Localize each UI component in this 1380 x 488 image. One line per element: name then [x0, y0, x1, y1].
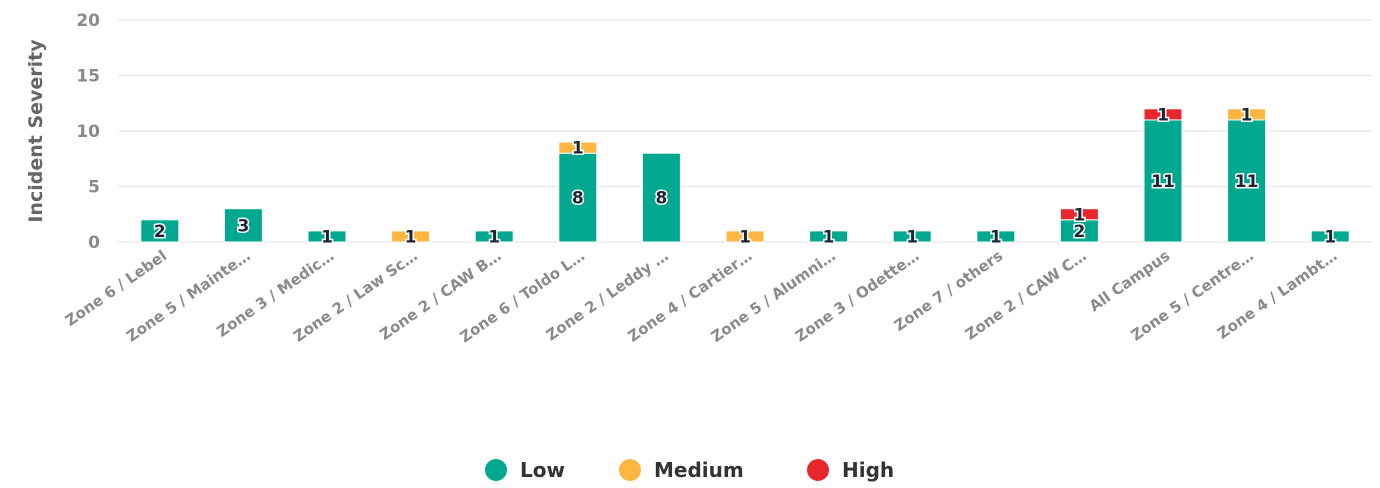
data-label: 1 [739, 227, 751, 247]
data-label: 11 [1235, 172, 1259, 192]
bar-low[interactable] [892, 230, 932, 243]
bar-low[interactable] [809, 230, 849, 243]
data-label: 1 [488, 227, 500, 247]
data-label: 1 [1241, 105, 1253, 125]
legend-item-low[interactable]: Low [485, 458, 565, 482]
data-label: 1 [1073, 205, 1085, 225]
y-tick-label: 20 [76, 11, 100, 31]
bar-medium[interactable] [391, 230, 431, 243]
data-label: 1 [1324, 227, 1336, 247]
legend-item-high[interactable]: High [807, 458, 894, 482]
legend-swatch [619, 459, 641, 481]
bar-low[interactable] [641, 152, 681, 243]
y-tick-label: 0 [88, 233, 100, 253]
y-axis-ticks: 0 5 10 15 20 [76, 11, 100, 253]
legend-label: High [842, 458, 894, 482]
data-label: 1 [405, 227, 417, 247]
data-label: 1 [321, 227, 333, 247]
legend-label: Low [520, 458, 565, 482]
y-tick-label: 5 [88, 178, 100, 198]
bars [140, 108, 1350, 243]
y-axis-title: Incident Severity [25, 39, 47, 223]
bar-low[interactable] [1143, 119, 1183, 243]
x-tick-label: All Campus [1086, 246, 1174, 315]
legend: Low Medium High [485, 458, 894, 482]
data-label: 2 [1073, 222, 1085, 242]
bar-medium[interactable] [1227, 108, 1267, 121]
bar-low[interactable] [140, 219, 180, 243]
data-label: 1 [990, 227, 1002, 247]
data-label: 8 [655, 189, 667, 209]
bar-low[interactable] [976, 230, 1016, 243]
data-label: 1 [1157, 105, 1169, 125]
data-label: 1 [572, 139, 584, 159]
data-label: 11 [1151, 172, 1175, 192]
y-tick-label: 15 [76, 67, 100, 87]
legend-swatch [485, 459, 507, 481]
y-tick-label: 10 [76, 122, 100, 142]
legend-item-medium[interactable]: Medium [619, 458, 744, 482]
data-label: 8 [572, 189, 584, 209]
data-label: 1 [906, 227, 918, 247]
bar-high[interactable] [1059, 208, 1099, 221]
data-label: 3 [237, 216, 249, 236]
bar-low[interactable] [1310, 230, 1350, 243]
bar-low[interactable] [307, 230, 347, 243]
gridlines [118, 19, 1372, 243]
legend-swatch [807, 459, 829, 481]
bar-low[interactable] [558, 152, 598, 243]
bar-medium[interactable] [558, 141, 598, 154]
bar-high[interactable] [1143, 108, 1183, 121]
bar-low[interactable] [223, 208, 263, 243]
data-label: 2 [154, 222, 166, 242]
bar-low[interactable] [474, 230, 514, 243]
bar-low[interactable] [1227, 119, 1267, 243]
data-label: 1 [823, 227, 835, 247]
bar-medium[interactable] [725, 230, 765, 243]
legend-label: Medium [654, 458, 744, 482]
